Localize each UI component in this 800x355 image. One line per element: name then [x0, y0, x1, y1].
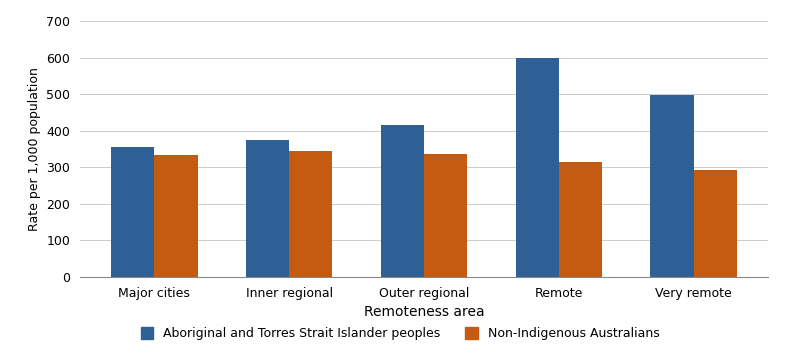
- Bar: [154, 155, 198, 277]
- Bar: [381, 125, 424, 277]
- Bar: [650, 95, 694, 277]
- Bar: [246, 140, 290, 277]
- Bar: [111, 147, 154, 277]
- Bar: [694, 170, 737, 277]
- Bar: [424, 154, 467, 277]
- Bar: [516, 58, 558, 277]
- Legend: Aboriginal and Torres Strait Islander peoples, Non-Indigenous Australians: Aboriginal and Torres Strait Islander pe…: [135, 322, 665, 345]
- Bar: [558, 162, 602, 277]
- Y-axis label: Rate per 1,000 population: Rate per 1,000 population: [28, 67, 41, 231]
- X-axis label: Remoteness area: Remoteness area: [364, 305, 484, 319]
- Bar: [290, 151, 332, 277]
